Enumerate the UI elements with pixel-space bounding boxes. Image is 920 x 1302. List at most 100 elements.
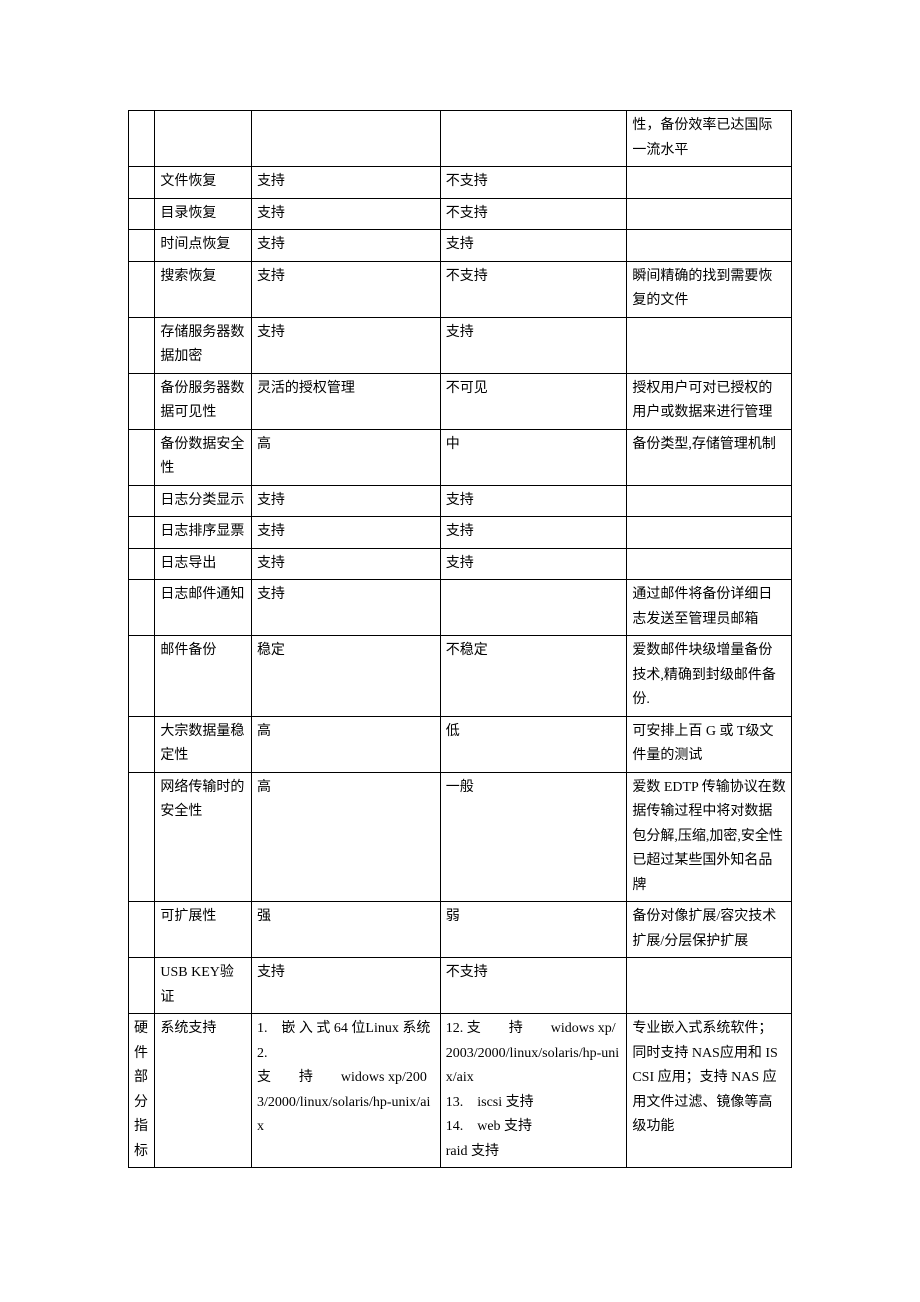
table-cell — [627, 485, 792, 517]
table-cell: 低 — [440, 716, 627, 772]
table-cell — [129, 517, 155, 549]
table-cell — [129, 429, 155, 485]
table-cell: 可安排上百 G 或 T级文件量的测试 — [627, 716, 792, 772]
table-cell-line: 14. web 支持 — [446, 1115, 622, 1140]
table-cell — [627, 198, 792, 230]
table-cell: 弱 — [440, 902, 627, 958]
table-cell: 支持 — [251, 548, 440, 580]
table-row: 日志排序显票支持支持 — [129, 517, 792, 549]
comparison-table-body: 性，备份效率已达国际一流水平文件恢复支持不支持目录恢复支持不支持时间点恢复支持支… — [129, 111, 792, 1168]
table-cell: 日志排序显票 — [155, 517, 252, 549]
table-cell: 备份对像扩展/容灾技术扩展/分层保护扩展 — [627, 902, 792, 958]
table-row: 硬件部分指标系统支持1. 嵌 入 式 64 位Linux 系统2.支 持 wid… — [129, 1014, 792, 1168]
table-cell: 12. 支 持 widows xp/2003/2000/linux/solari… — [440, 1014, 627, 1168]
table-cell: 邮件备份 — [155, 636, 252, 717]
table-cell: 支持 — [251, 230, 440, 262]
table-cell: 日志导出 — [155, 548, 252, 580]
table-cell — [129, 167, 155, 199]
table-cell: 不可见 — [440, 373, 627, 429]
table-cell-line: 支 持 widows xp/2003/2000/linux/solaris/hp… — [257, 1066, 435, 1140]
table-cell: 网络传输时的安全性 — [155, 772, 252, 902]
table-cell — [627, 548, 792, 580]
table-cell — [440, 111, 627, 167]
table-cell: 系统支持 — [155, 1014, 252, 1168]
table-row: 时间点恢复支持支持 — [129, 230, 792, 262]
table-row: 目录恢复支持不支持 — [129, 198, 792, 230]
table-cell: 专业嵌入式系统软件；同时支持 NAS应用和 ISCSI 应用；支持 NAS 应用… — [627, 1014, 792, 1168]
table-row: 备份服务器数据可见性灵活的授权管理不可见授权用户可对已授权的用户或数据来进行管理 — [129, 373, 792, 429]
table-cell — [627, 517, 792, 549]
table-cell: 日志分类显示 — [155, 485, 252, 517]
table-cell: 不稳定 — [440, 636, 627, 717]
table-row: 备份数据安全性高中备份类型,存储管理机制 — [129, 429, 792, 485]
table-cell — [129, 772, 155, 902]
table-row: USB KEY验证支持不支持 — [129, 958, 792, 1014]
table-cell: 大宗数据量稳定性 — [155, 716, 252, 772]
table-cell: 支持 — [440, 317, 627, 373]
table-cell: 存储服务器数据加密 — [155, 317, 252, 373]
table-cell — [129, 902, 155, 958]
table-cell — [627, 230, 792, 262]
document-page: 性，备份效率已达国际一流水平文件恢复支持不支持目录恢复支持不支持时间点恢复支持支… — [0, 0, 920, 1278]
table-cell: 通过邮件将备份详细日志发送至管理员邮箱 — [627, 580, 792, 636]
table-cell-line: raid 支持 — [446, 1140, 622, 1165]
table-cell: 支持 — [440, 517, 627, 549]
table-cell: 备份服务器数据可见性 — [155, 373, 252, 429]
table-cell: 高 — [251, 429, 440, 485]
table-row: 存储服务器数据加密支持支持 — [129, 317, 792, 373]
table-cell-line: 13. iscsi 支持 — [446, 1091, 622, 1116]
table-cell: 支持 — [251, 198, 440, 230]
table-cell: 支持 — [440, 230, 627, 262]
table-cell: 备份类型,存储管理机制 — [627, 429, 792, 485]
table-row: 日志邮件通知支持 通过邮件将备份详细日志发送至管理员邮箱 — [129, 580, 792, 636]
table-cell: 支持 — [251, 517, 440, 549]
table-cell: 中 — [440, 429, 627, 485]
table-cell — [129, 373, 155, 429]
table-row: 文件恢复支持不支持 — [129, 167, 792, 199]
table-cell — [129, 958, 155, 1014]
table-cell: 文件恢复 — [155, 167, 252, 199]
table-cell — [627, 317, 792, 373]
table-cell-line: 1. 嵌 入 式 64 位Linux 系统 — [257, 1017, 435, 1042]
table-cell: 支持 — [251, 167, 440, 199]
table-cell: 不支持 — [440, 167, 627, 199]
table-cell: 支持 — [251, 485, 440, 517]
table-cell: 不支持 — [440, 958, 627, 1014]
table-cell: 性，备份效率已达国际一流水平 — [627, 111, 792, 167]
table-cell — [627, 167, 792, 199]
table-cell: USB KEY验证 — [155, 958, 252, 1014]
table-row: 性，备份效率已达国际一流水平 — [129, 111, 792, 167]
table-cell: 目录恢复 — [155, 198, 252, 230]
table-cell — [129, 548, 155, 580]
table-cell: 不支持 — [440, 198, 627, 230]
table-cell: 可扩展性 — [155, 902, 252, 958]
table-cell-line: 12. 支 持 widows xp/2003/2000/linux/solari… — [446, 1017, 622, 1091]
table-cell — [129, 230, 155, 262]
table-cell: 稳定 — [251, 636, 440, 717]
table-cell: 支持 — [251, 317, 440, 373]
table-cell: 日志邮件通知 — [155, 580, 252, 636]
table-row: 网络传输时的安全性高一般爱数 EDTP 传输协议在数据传输过程中将对数据包分解,… — [129, 772, 792, 902]
table-row: 大宗数据量稳定性高低可安排上百 G 或 T级文件量的测试 — [129, 716, 792, 772]
table-cell: 时间点恢复 — [155, 230, 252, 262]
comparison-table: 性，备份效率已达国际一流水平文件恢复支持不支持目录恢复支持不支持时间点恢复支持支… — [128, 110, 792, 1168]
table-cell — [129, 636, 155, 717]
table-cell: 强 — [251, 902, 440, 958]
table-cell — [129, 317, 155, 373]
table-cell: 爱数 EDTP 传输协议在数据传输过程中将对数据包分解,压缩,加密,安全性已超过… — [627, 772, 792, 902]
table-cell — [129, 580, 155, 636]
table-row: 日志导出支持支持 — [129, 548, 792, 580]
table-cell: 支持 — [440, 548, 627, 580]
table-row: 邮件备份稳定不稳定爱数邮件块级增量备份技术,精确到封级邮件备份. — [129, 636, 792, 717]
table-cell — [129, 261, 155, 317]
table-cell: 搜索恢复 — [155, 261, 252, 317]
table-cell — [155, 111, 252, 167]
table-cell: 支持 — [251, 261, 440, 317]
table-cell: 支持 — [251, 580, 440, 636]
table-cell: 瞬间精确的找到需要恢复的文件 — [627, 261, 792, 317]
table-cell-line: 2. — [257, 1042, 435, 1067]
table-cell: 1. 嵌 入 式 64 位Linux 系统2.支 持 widows xp/200… — [251, 1014, 440, 1168]
table-cell: 不支持 — [440, 261, 627, 317]
table-cell: 授权用户可对已授权的用户或数据来进行管理 — [627, 373, 792, 429]
table-cell: 一般 — [440, 772, 627, 902]
